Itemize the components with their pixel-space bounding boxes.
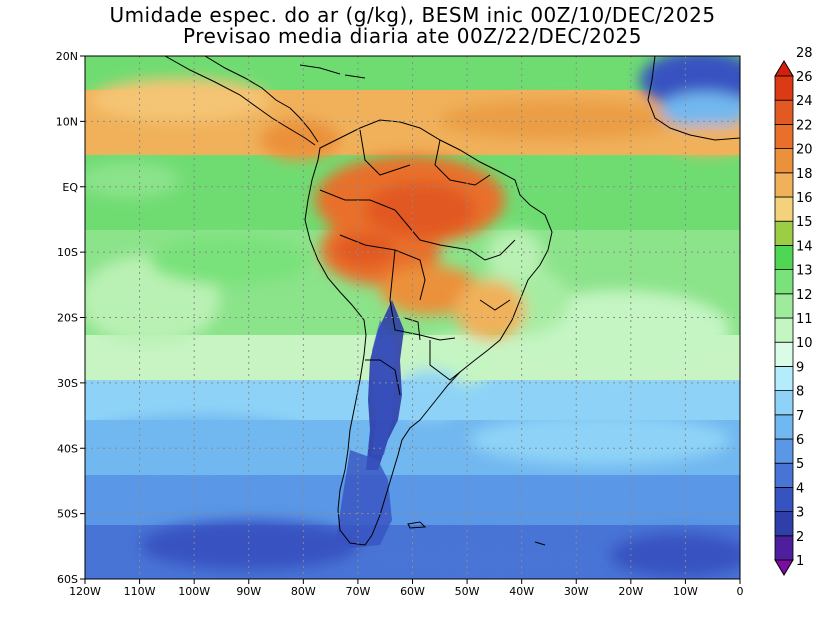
lon-tick-label: 60W (400, 585, 425, 598)
colorbar-label: 20 (796, 143, 813, 158)
lon-tick-label: 40W (509, 585, 534, 598)
colorbar-label: 16 (796, 191, 813, 206)
lat-tick-label: 50S (57, 508, 78, 521)
lon-tick-label: 10W (673, 585, 698, 598)
lon-tick-label: 90W (236, 585, 261, 598)
colorbar-swatch (774, 511, 794, 537)
colorbar-swatch (774, 341, 794, 367)
coastlines (164, 56, 740, 546)
latitude-axis: 20N 10N EQ 10S 20S 30S 40S 50S 60S (56, 50, 85, 586)
colorbar-label: 28 (796, 46, 813, 61)
colorbar-swatch (774, 99, 794, 125)
colorbar-label: 4 (796, 481, 804, 496)
colorbar-label: 18 (796, 167, 813, 182)
lon-tick-label: 110W (124, 585, 156, 598)
lon-tick-label: 50W (455, 585, 480, 598)
colorbar-label: 1 (796, 554, 804, 569)
colorbar-label: 8 (796, 385, 804, 400)
lat-tick-label: 60S (57, 573, 78, 586)
lon-tick-label: 0 (737, 585, 744, 598)
lat-tick-label: 10S (57, 246, 78, 259)
lon-tick-label: 20W (618, 585, 643, 598)
colorbar-swatch (774, 196, 794, 222)
colorbar-swatch (774, 75, 794, 101)
lat-tick-label: 30S (57, 377, 78, 390)
lat-lon-grid (85, 56, 740, 579)
lon-tick-label: 100W (178, 585, 210, 598)
colorbar-label: 22 (796, 118, 813, 133)
lat-tick-label: 20S (57, 312, 78, 325)
colorbar-label: 5 (796, 457, 804, 472)
colorbar-swatch (774, 293, 794, 319)
lon-tick-label: 30W (564, 585, 589, 598)
colorbar-label: 9 (796, 360, 804, 375)
lat-tick-label: EQ (62, 181, 78, 194)
colorbar-label: 24 (796, 94, 813, 109)
colorbar-label: 10 (796, 336, 813, 351)
colorbar-bottom-arrow (774, 559, 794, 576)
colorbar-top-arrow (774, 60, 794, 77)
colorbar-label: 14 (796, 239, 813, 254)
colorbar-swatch (774, 365, 794, 391)
colorbar-swatch (774, 462, 794, 488)
colorbar-label: 7 (796, 409, 804, 424)
colorbar-label: 11 (796, 312, 813, 327)
colorbar-label: 15 (796, 215, 813, 230)
longitude-axis: 120W 110W 100W 90W 80W 70W 60W 50W 40W 30W 20W 10W 0 (69, 579, 744, 598)
colorbar-label: 2 (796, 530, 804, 545)
lon-tick-label: 70W (345, 585, 370, 598)
colorbar-swatch (774, 244, 794, 270)
lat-tick-label: 20N (56, 50, 78, 63)
colorbar-label: 13 (796, 264, 813, 279)
colorbar-swatch (774, 414, 794, 440)
colorbar-swatch (774, 269, 794, 295)
colorbar-swatch (774, 535, 794, 561)
map-title: Umidade espec. do ar (g/kg), BESM inic 0… (109, 3, 716, 27)
colorbar-label: 26 (796, 70, 813, 85)
colorbar-swatch (774, 390, 794, 416)
colorbar-swatch (774, 317, 794, 343)
colorbar-label: 12 (796, 288, 813, 303)
colorbar-swatch (774, 486, 794, 512)
colorbar-swatch (774, 172, 794, 198)
lon-tick-label: 120W (69, 585, 101, 598)
lon-tick-label: 80W (291, 585, 316, 598)
colorbar-swatch (774, 124, 794, 150)
lat-tick-label: 40S (57, 442, 78, 455)
colorbar-label: 6 (796, 433, 804, 448)
colorbar-swatch (774, 220, 794, 246)
map-subtitle: Previsao media diaria ate 00Z/22/DEC/202… (183, 24, 642, 48)
colorbar-swatch (774, 438, 794, 464)
lat-tick-label: 10N (56, 115, 78, 128)
colorbar-label: 3 (796, 506, 804, 521)
colorbar-swatch (774, 148, 794, 174)
